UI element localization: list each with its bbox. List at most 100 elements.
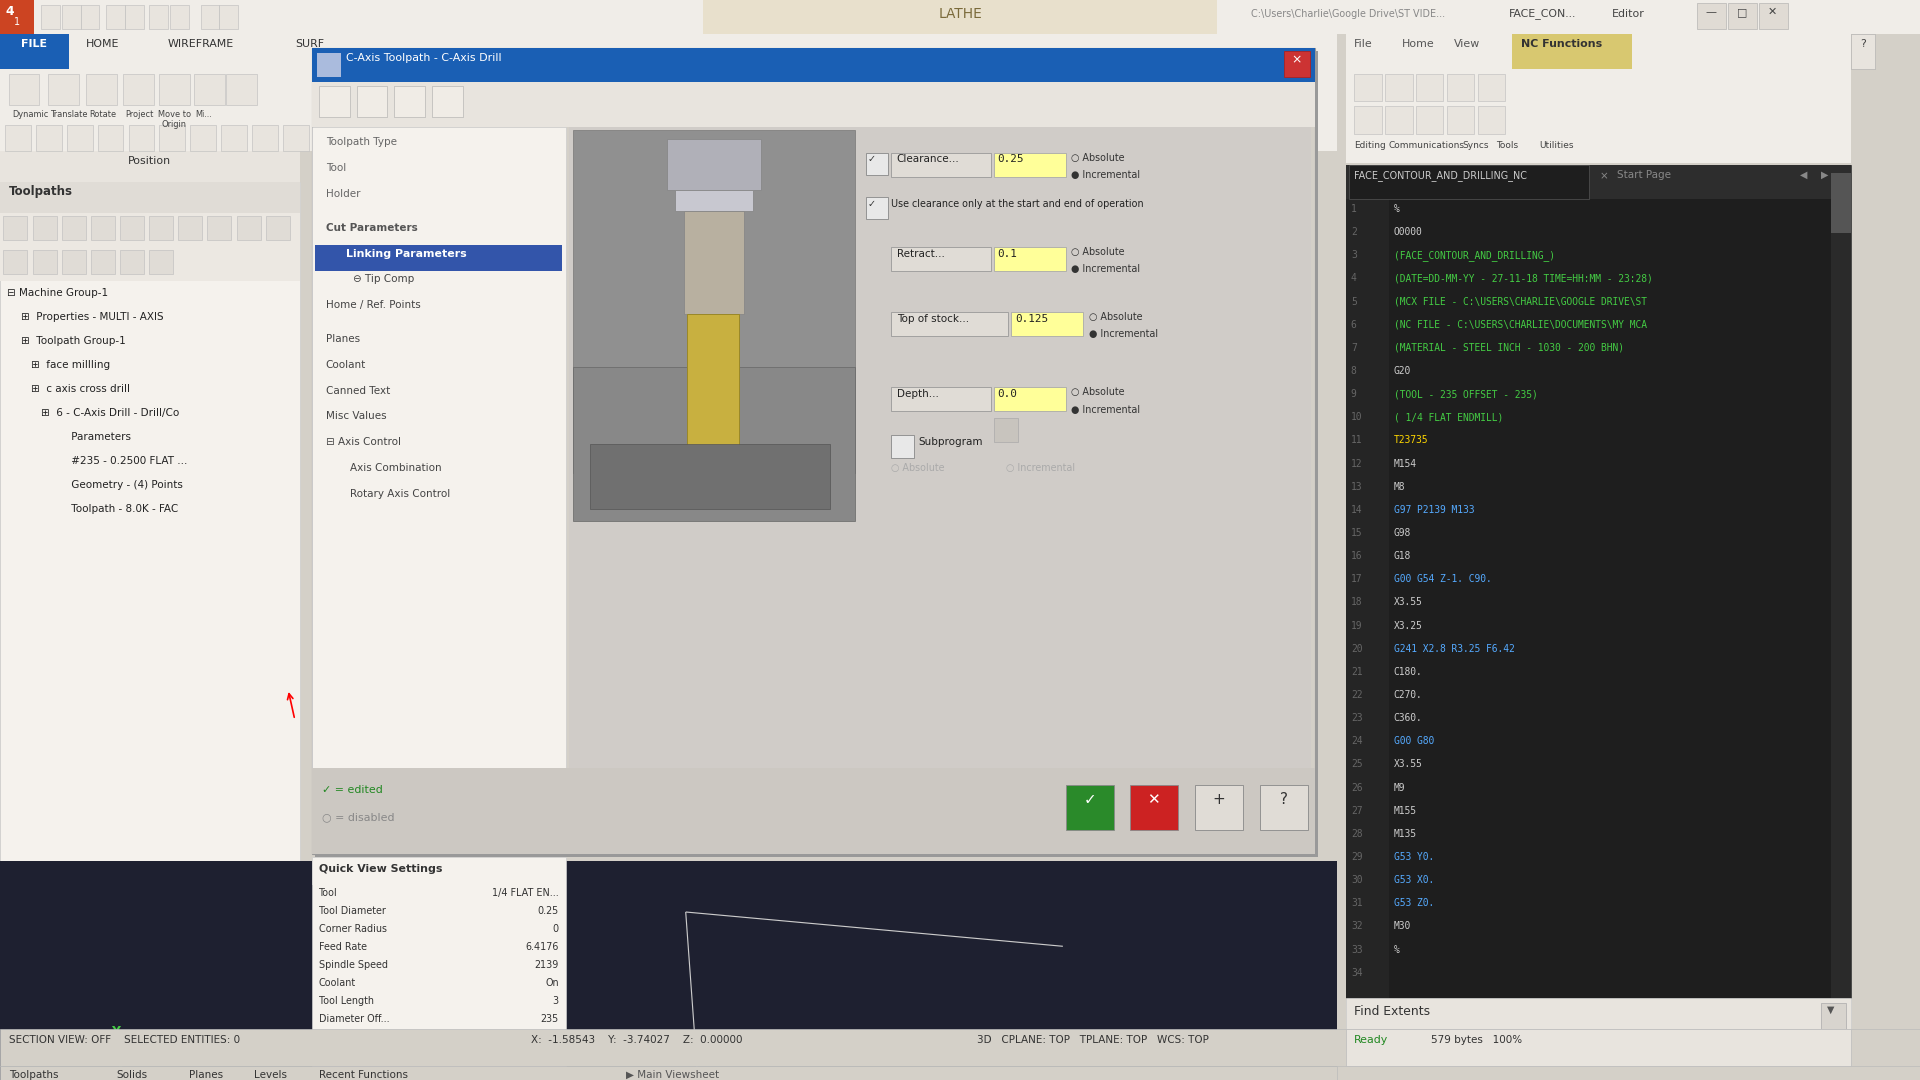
Text: Linking Parameters: Linking Parameters — [346, 248, 467, 258]
Bar — [995, 418, 1018, 443]
Text: Feed Rate: Feed Rate — [319, 942, 367, 951]
Bar — [33, 216, 56, 240]
Text: (FACE_CONTOUR_AND_DRILLING_): (FACE_CONTOUR_AND_DRILLING_) — [1394, 251, 1555, 261]
Text: FILE: FILE — [21, 40, 48, 50]
Text: +: + — [1213, 792, 1225, 807]
Bar — [0, 861, 1336, 1080]
Text: FACE_CON...: FACE_CON... — [1509, 9, 1576, 19]
Text: (NC FILE - C:\USERS\CHARLIE\DOCUMENTS\MY MCA: (NC FILE - C:\USERS\CHARLIE\DOCUMENTS\MY… — [1394, 320, 1647, 329]
Text: X: X — [167, 1071, 177, 1080]
Text: G97 P2139 M133: G97 P2139 M133 — [1394, 504, 1475, 515]
Bar — [311, 82, 1315, 126]
Bar — [8, 73, 40, 105]
Bar — [6, 125, 31, 151]
Text: Solids: Solids — [117, 1069, 148, 1080]
Text: Recent Functions: Recent Functions — [319, 1069, 407, 1080]
Bar — [866, 152, 887, 175]
Bar — [0, 1028, 1920, 1066]
Bar — [1832, 164, 1851, 998]
Text: 0.25: 0.25 — [538, 906, 559, 916]
Text: 19: 19 — [1352, 621, 1363, 631]
Text: Start Page: Start Page — [1617, 170, 1670, 179]
Bar — [1194, 785, 1242, 829]
Text: G18: G18 — [1394, 551, 1411, 562]
Text: ⊞  face millling: ⊞ face millling — [31, 360, 109, 370]
Text: Length Offset: Length Offset — [319, 1032, 384, 1042]
Bar — [221, 125, 248, 151]
Text: ×: × — [1290, 53, 1302, 66]
Bar — [891, 388, 991, 411]
Text: 18: 18 — [1352, 597, 1363, 607]
Bar — [236, 216, 261, 240]
Text: G00 G80: G00 G80 — [1394, 737, 1434, 746]
Bar — [0, 0, 35, 35]
Bar — [866, 198, 887, 219]
Text: Coolant: Coolant — [319, 978, 355, 988]
Bar — [40, 5, 60, 29]
Bar — [194, 73, 225, 105]
Text: □: □ — [1736, 6, 1747, 17]
Text: 31: 31 — [1352, 899, 1363, 908]
Text: 0: 0 — [553, 924, 559, 934]
Text: 27: 27 — [1352, 806, 1363, 815]
Text: ⊞  6 - C-Axis Drill - Drill/Co: ⊞ 6 - C-Axis Drill - Drill/Co — [40, 408, 179, 418]
Text: Top: Top — [543, 1050, 559, 1059]
Text: Subprogram: Subprogram — [920, 437, 983, 447]
Text: 22: 22 — [1352, 690, 1363, 700]
Bar — [123, 73, 154, 105]
Bar — [687, 313, 739, 450]
Bar — [0, 35, 1336, 68]
Bar — [1284, 52, 1309, 77]
Bar — [1478, 106, 1505, 134]
Bar — [0, 35, 69, 68]
Bar — [995, 152, 1066, 176]
Bar — [106, 5, 125, 29]
Text: 21: 21 — [1352, 666, 1363, 677]
Text: Project: Project — [125, 110, 154, 119]
Bar — [86, 73, 117, 105]
Bar — [1346, 998, 1851, 1036]
Text: Y: Y — [111, 1025, 121, 1038]
Bar — [568, 126, 1311, 768]
Text: ● Incremental: ● Incremental — [1071, 264, 1140, 274]
Bar — [311, 858, 566, 1080]
Bar — [90, 216, 115, 240]
Bar — [4, 251, 27, 274]
Bar — [0, 247, 300, 281]
Text: Communications: Communications — [1388, 140, 1465, 149]
Text: G20: G20 — [1394, 366, 1411, 376]
Text: 6.4176: 6.4176 — [526, 942, 559, 951]
Text: ▶ Main Viewsheet: ▶ Main Viewsheet — [626, 1069, 718, 1080]
Text: X3.55: X3.55 — [1394, 759, 1423, 769]
Text: Axis Combin...: Axis Combin... — [319, 1068, 388, 1078]
Text: C:\Users\Charlie\Google Drive\ST VIDE...: C:\Users\Charlie\Google Drive\ST VIDE... — [1252, 9, 1446, 18]
Text: G00 G54 Z-1. C90.: G00 G54 Z-1. C90. — [1394, 575, 1492, 584]
Text: Home: Home — [1402, 40, 1434, 50]
Text: 579 bytes   100%: 579 bytes 100% — [1432, 1036, 1523, 1045]
Text: Depth...: Depth... — [897, 389, 939, 400]
Text: 34: 34 — [1352, 968, 1363, 977]
Text: 9: 9 — [1352, 389, 1357, 400]
Text: FACE_CONTOUR_AND_DRILLING_NC: FACE_CONTOUR_AND_DRILLING_NC — [1354, 170, 1526, 180]
Bar — [90, 251, 115, 274]
Bar — [317, 53, 342, 77]
Text: Editing: Editing — [1354, 140, 1386, 149]
Text: ○ = disabled: ○ = disabled — [323, 812, 396, 823]
Text: M155: M155 — [1394, 806, 1417, 815]
Bar — [227, 73, 257, 105]
Text: ▼: ▼ — [1828, 1004, 1834, 1014]
Text: ● Incremental: ● Incremental — [1089, 329, 1158, 339]
Bar — [891, 152, 991, 176]
Text: ⊖ Tip Comp: ⊖ Tip Comp — [353, 274, 415, 284]
Text: 0.125: 0.125 — [1016, 313, 1048, 324]
Text: Position: Position — [127, 156, 171, 166]
Bar — [0, 213, 300, 247]
Text: #235 - 0.2500 FLAT ...: #235 - 0.2500 FLAT ... — [56, 456, 188, 465]
Text: Tool Length: Tool Length — [319, 996, 374, 1005]
Text: Corner Radius: Corner Radius — [319, 924, 386, 934]
Text: ○ Absolute: ○ Absolute — [1071, 247, 1125, 257]
Text: 235: 235 — [541, 1032, 559, 1042]
Bar — [150, 216, 173, 240]
Bar — [1851, 35, 1876, 68]
Bar — [1346, 68, 1851, 163]
